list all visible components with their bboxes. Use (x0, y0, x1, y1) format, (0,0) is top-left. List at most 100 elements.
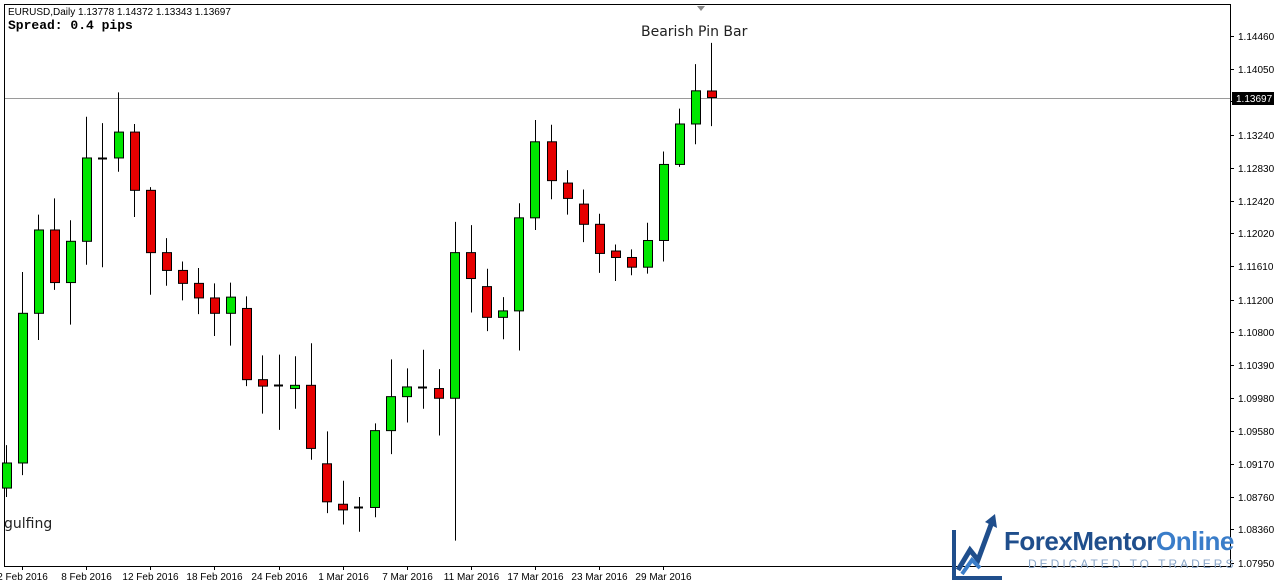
candle (114, 92, 124, 172)
logo-tagline: DEDICATED TO TRADERS (1028, 557, 1237, 571)
candle (290, 356, 300, 409)
y-tick-label: 1.07950 (1238, 559, 1275, 570)
candle-body (50, 229, 60, 284)
candle-body (306, 384, 316, 449)
candle-body (82, 157, 92, 242)
candle (643, 222, 653, 274)
candle (338, 480, 348, 525)
pin-bar-annotation: Bearish Pin Bar (641, 24, 748, 40)
candle (370, 423, 380, 518)
y-tick-label: 1.08760 (1238, 493, 1275, 504)
candle-body (514, 217, 524, 312)
candle (178, 261, 188, 301)
candle (162, 238, 172, 286)
y-tick-label: 1.12020 (1238, 229, 1275, 240)
candle-body (146, 189, 156, 254)
candle (322, 431, 332, 514)
x-tick-label: 17 Mar 2016 (507, 572, 564, 583)
candle-body (579, 203, 589, 225)
candles-layer (2, 42, 717, 541)
forexmentoronline-logo: ForexMentorOnline DEDICATED TO TRADERS (948, 514, 1274, 584)
x-tick-label: 12 Feb 2016 (122, 572, 179, 583)
candle-body (450, 252, 460, 399)
candle-body (627, 256, 637, 268)
candle (130, 123, 140, 218)
y-tick-label: 1.09980 (1238, 394, 1275, 405)
candle-body (611, 250, 621, 258)
candle-body (386, 396, 396, 432)
candle-body (130, 131, 140, 191)
y-tick-label: 1.10800 (1238, 328, 1275, 339)
candle-body (114, 131, 124, 159)
candle-body (370, 430, 380, 508)
candle (194, 268, 204, 315)
y-tick-label: 1.12420 (1238, 197, 1275, 208)
candle (611, 244, 621, 281)
candle (595, 213, 605, 273)
logo-name-part2: Mentor (1072, 526, 1156, 556)
x-tick-label: 1 Mar 2016 (318, 572, 369, 583)
candle (258, 355, 268, 414)
candle (514, 203, 524, 351)
candle (563, 170, 573, 215)
candle-body (434, 388, 444, 399)
candle-body (210, 297, 220, 314)
candle-body (226, 296, 236, 314)
symbol-info: EURUSD,Daily 1.13778 1.14372 1.13343 1.1… (8, 7, 231, 18)
y-tick-label: 1.14460 (1238, 32, 1275, 43)
candle (691, 64, 701, 145)
x-tick-label: 18 Feb 2016 (186, 572, 243, 583)
candle (482, 268, 492, 332)
candle (50, 198, 60, 290)
x-axis: 2 Feb 2016 8 Feb 2016 12 Feb 2016 18 Feb 20… (0, 566, 692, 583)
candle (707, 42, 717, 127)
candle-body (194, 282, 204, 299)
candle-body (530, 141, 540, 219)
candle-body (547, 141, 557, 182)
x-tick-label: 29 Mar 2016 (635, 572, 692, 583)
candle-body (178, 269, 188, 284)
candle (530, 119, 540, 230)
candle (66, 220, 76, 325)
candle-body (563, 182, 573, 199)
candle (210, 283, 220, 336)
x-tick-label: 24 Feb 2016 (251, 572, 308, 583)
current-price-tag (1232, 92, 1274, 105)
y-axis: 1.144601.140501.136501.132401.128301.124… (1230, 32, 1275, 570)
y-tick-label: 1.14050 (1238, 65, 1275, 76)
candle-body (691, 90, 701, 125)
logo-name: ForexMentorOnline (1004, 526, 1234, 557)
candle (274, 354, 283, 430)
plot-area (4, 4, 1231, 567)
candle-body (402, 386, 412, 398)
candle (434, 369, 444, 436)
candle-body (18, 312, 28, 464)
candle (2, 445, 12, 497)
candle (98, 123, 107, 268)
candle (354, 496, 363, 532)
candle-body (66, 240, 76, 284)
y-tick-label: 1.09170 (1238, 460, 1275, 471)
y-tick-label: 1.12830 (1238, 164, 1275, 175)
y-tick-label: 1.09580 (1238, 427, 1275, 438)
candle-body (643, 239, 653, 268)
engulfing-annotation: gulfing (4, 516, 53, 532)
x-tick-label: 23 Mar 2016 (571, 572, 628, 583)
x-tick-label: 11 Mar 2016 (444, 572, 500, 583)
candle (547, 124, 557, 200)
y-tick-label: 1.10390 (1238, 361, 1275, 372)
candle-body (290, 384, 300, 390)
candle (498, 297, 508, 340)
y-tick-label: 1.08360 (1238, 525, 1275, 536)
x-tick-label: 2 Feb 2016 (0, 572, 48, 583)
candle-body (595, 223, 605, 254)
candle-body (242, 307, 252, 381)
candle (226, 282, 236, 346)
logo-chart-icon (952, 514, 1002, 580)
spread-label: Spread: 0.4 pips (8, 18, 133, 33)
candle-body (2, 462, 12, 489)
candle (627, 249, 637, 276)
candle (18, 272, 28, 476)
candle (386, 359, 396, 455)
